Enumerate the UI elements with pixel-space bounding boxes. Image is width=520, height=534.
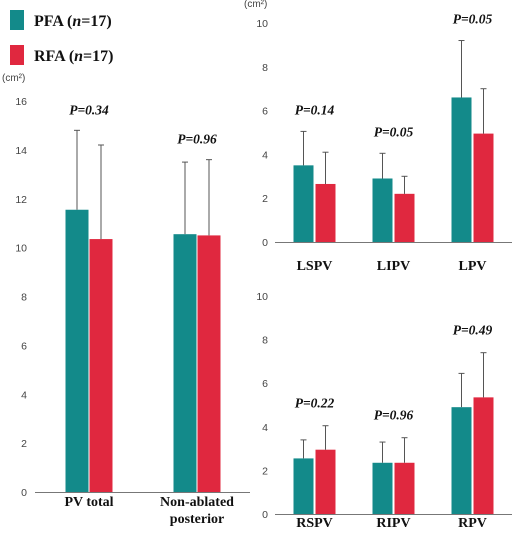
- y-tick-label: 4: [262, 422, 268, 434]
- y-tick-label: 0: [21, 487, 27, 499]
- category-label: RPV: [458, 516, 487, 531]
- category-label: posterior: [170, 512, 224, 527]
- y-unit-label: (cm²): [2, 73, 25, 84]
- p-value-label: P=0.14: [295, 102, 335, 117]
- bar-pfa: [293, 458, 314, 514]
- y-tick-label: 2: [262, 465, 268, 477]
- legend-label-rfa: RFA (n=17): [34, 48, 114, 65]
- p-value-label: P=0.49: [453, 323, 493, 338]
- bar-pfa: [451, 407, 472, 514]
- chart-panel-3: 0 2 4 6 8 10 P=0.22 RSPV P=0.96 RIPV P=0.49 RPV: [256, 291, 512, 531]
- category-label: RSPV: [296, 516, 333, 531]
- legend-swatch-rfa: [10, 45, 24, 65]
- legend-swatch-pfa: [10, 10, 24, 30]
- category-label: LPV: [459, 259, 487, 274]
- y-tick-label: 14: [15, 145, 27, 157]
- chart-panel-2: 0 2 4 6 8 10 (cm²) P=0.14 LSPV P=0.05 LIPV P=0.05 LP…: [244, 0, 512, 274]
- bar-rfa: [197, 235, 221, 492]
- legend-label-pfa: PFA (n=17): [34, 13, 112, 30]
- y-tick-label: 10: [15, 243, 27, 255]
- y-tick-label: 2: [262, 193, 268, 205]
- y-tick-label: 12: [15, 194, 27, 206]
- bar-pfa: [65, 209, 89, 492]
- y-tick-label: 2: [21, 438, 27, 450]
- y-tick-label: 4: [262, 149, 268, 161]
- y-tick-label: 8: [21, 292, 27, 304]
- y-tick-label: 10: [256, 291, 268, 303]
- p-value-label: P=0.96: [177, 132, 217, 147]
- p-value-label: P=0.22: [295, 396, 335, 411]
- bar-rfa: [394, 193, 415, 242]
- bar-pfa: [293, 165, 314, 242]
- bar-rfa: [394, 462, 415, 514]
- bar-pfa: [372, 462, 393, 514]
- category-label: RIPV: [376, 516, 410, 531]
- y-tick-label: 16: [15, 96, 27, 108]
- p-value-label: P=0.05: [453, 12, 493, 27]
- category-label: LIPV: [377, 259, 410, 274]
- legend: PFA (n=17) RFA (n=17): [10, 10, 114, 65]
- y-tick-label: 6: [21, 340, 27, 352]
- y-tick-label: 0: [262, 237, 268, 249]
- p-value-label: P=0.05: [374, 124, 414, 139]
- y-unit-label: (cm²): [244, 0, 267, 10]
- y-tick-label: 4: [21, 389, 27, 401]
- category-label: LSPV: [297, 259, 333, 274]
- y-tick-label: 8: [262, 335, 268, 347]
- bar-rfa: [315, 183, 336, 242]
- y-tick-label: 10: [256, 18, 268, 30]
- y-tick-label: 8: [262, 62, 268, 74]
- p-value-label: P=0.96: [374, 408, 414, 423]
- y-tick-label: 6: [262, 106, 268, 118]
- bar-pfa: [372, 178, 393, 242]
- y-tick-label: 6: [262, 378, 268, 390]
- bar-rfa: [473, 133, 494, 242]
- category-label: Non-ablated: [160, 495, 234, 510]
- p-value-label: P=0.34: [69, 102, 109, 117]
- chart-panel-1: 0 2 4 6 8 10 12 14 16 (cm²) P=0.34 PV total P=0.96 No…: [2, 73, 250, 527]
- bar-rfa: [315, 449, 336, 514]
- bar-pfa: [173, 234, 197, 492]
- category-label: PV total: [64, 495, 113, 510]
- bar-rfa: [89, 239, 113, 492]
- bar-pfa: [451, 97, 472, 243]
- y-tick-label: 0: [262, 509, 268, 521]
- bar-rfa: [473, 397, 494, 514]
